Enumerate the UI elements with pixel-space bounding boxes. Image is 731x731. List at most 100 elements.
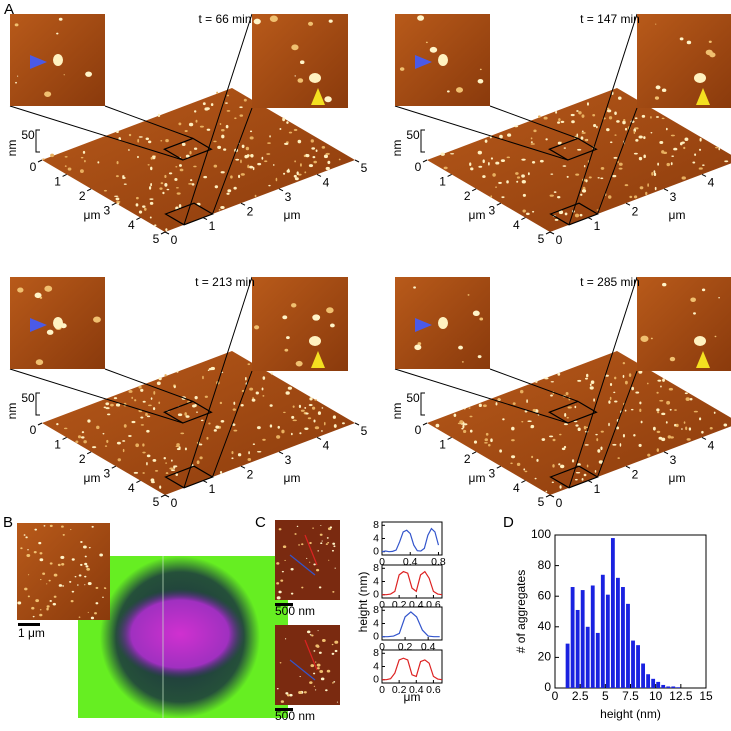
particle — [53, 54, 63, 66]
tick-mark — [136, 480, 141, 484]
particle — [325, 152, 330, 155]
particle — [261, 387, 264, 391]
particle — [655, 23, 657, 25]
tick-mark — [549, 494, 555, 498]
particle — [149, 216, 152, 219]
particle — [646, 382, 649, 385]
particle — [142, 205, 146, 208]
scale-bar-label: 500 nm — [275, 604, 315, 618]
tick-mark — [316, 173, 322, 177]
particle — [575, 424, 579, 427]
particle — [654, 96, 660, 100]
particle — [106, 439, 109, 444]
particle — [291, 44, 299, 51]
particle — [307, 417, 312, 420]
particle — [78, 574, 82, 577]
particle — [557, 372, 561, 376]
connector — [597, 370, 638, 478]
particle — [244, 376, 247, 381]
x-tick-label: 2 — [464, 189, 471, 203]
tick-mark — [545, 231, 551, 235]
particle — [291, 415, 295, 419]
x-tick-label: 1 — [54, 175, 61, 189]
particle — [650, 337, 653, 340]
particle — [326, 669, 331, 673]
bar — [676, 687, 681, 688]
particle — [102, 432, 105, 435]
particle — [225, 124, 229, 129]
inset-image — [252, 14, 348, 108]
particle — [328, 559, 330, 561]
particle — [147, 164, 150, 166]
particle — [309, 541, 312, 545]
particle — [315, 644, 319, 648]
particle — [160, 139, 163, 142]
particle — [94, 612, 97, 615]
particle — [138, 385, 142, 389]
particle — [286, 694, 290, 697]
particle — [483, 404, 487, 408]
yellow-arrow — [696, 88, 710, 105]
particle — [82, 150, 86, 154]
particle — [516, 462, 521, 466]
y-tick-label: 60 — [538, 588, 552, 602]
particle — [282, 315, 288, 320]
particle — [511, 426, 515, 431]
particle — [116, 200, 121, 203]
particle — [164, 183, 168, 187]
particle — [166, 188, 170, 191]
particle — [685, 397, 690, 401]
particle — [35, 359, 44, 366]
particle — [502, 418, 505, 421]
particle — [220, 419, 225, 423]
particle — [524, 470, 528, 473]
tick-mark — [587, 480, 593, 484]
particle — [659, 399, 664, 402]
particle — [223, 148, 227, 151]
particle — [185, 154, 190, 158]
particle — [292, 405, 295, 408]
particle — [134, 399, 137, 402]
particle — [204, 395, 208, 398]
particle — [282, 545, 287, 549]
particle — [690, 297, 696, 303]
particle — [647, 183, 649, 187]
particle — [202, 102, 206, 106]
particle — [87, 582, 92, 586]
particle — [312, 527, 314, 529]
particle — [413, 286, 416, 289]
y-tick-label: 20 — [538, 650, 552, 664]
particle — [650, 116, 652, 119]
y-tick-label: 0 — [373, 630, 379, 642]
tick-mark — [111, 202, 117, 206]
particle — [233, 401, 236, 405]
particle — [136, 196, 139, 200]
x-tick-label: 5 — [538, 495, 545, 509]
particle — [584, 444, 589, 446]
particle — [175, 473, 178, 476]
particle — [723, 423, 728, 427]
particle — [609, 383, 613, 386]
particle — [157, 113, 161, 117]
particle — [498, 181, 502, 184]
particle — [313, 685, 316, 687]
particle — [62, 585, 65, 587]
particle — [115, 403, 119, 407]
particle — [325, 543, 328, 545]
particle — [666, 400, 671, 405]
particle — [249, 387, 254, 391]
particle — [195, 119, 198, 123]
particle — [46, 583, 48, 585]
particle — [296, 171, 299, 176]
particle — [142, 472, 145, 474]
y-tick-label: 5 — [361, 424, 368, 438]
particle — [482, 159, 485, 164]
particle — [694, 73, 706, 83]
particle — [581, 132, 586, 134]
connector — [568, 13, 638, 225]
x-tick-label: 0 — [552, 689, 559, 703]
particle — [122, 448, 125, 453]
particle — [619, 443, 622, 447]
particle — [230, 175, 233, 179]
